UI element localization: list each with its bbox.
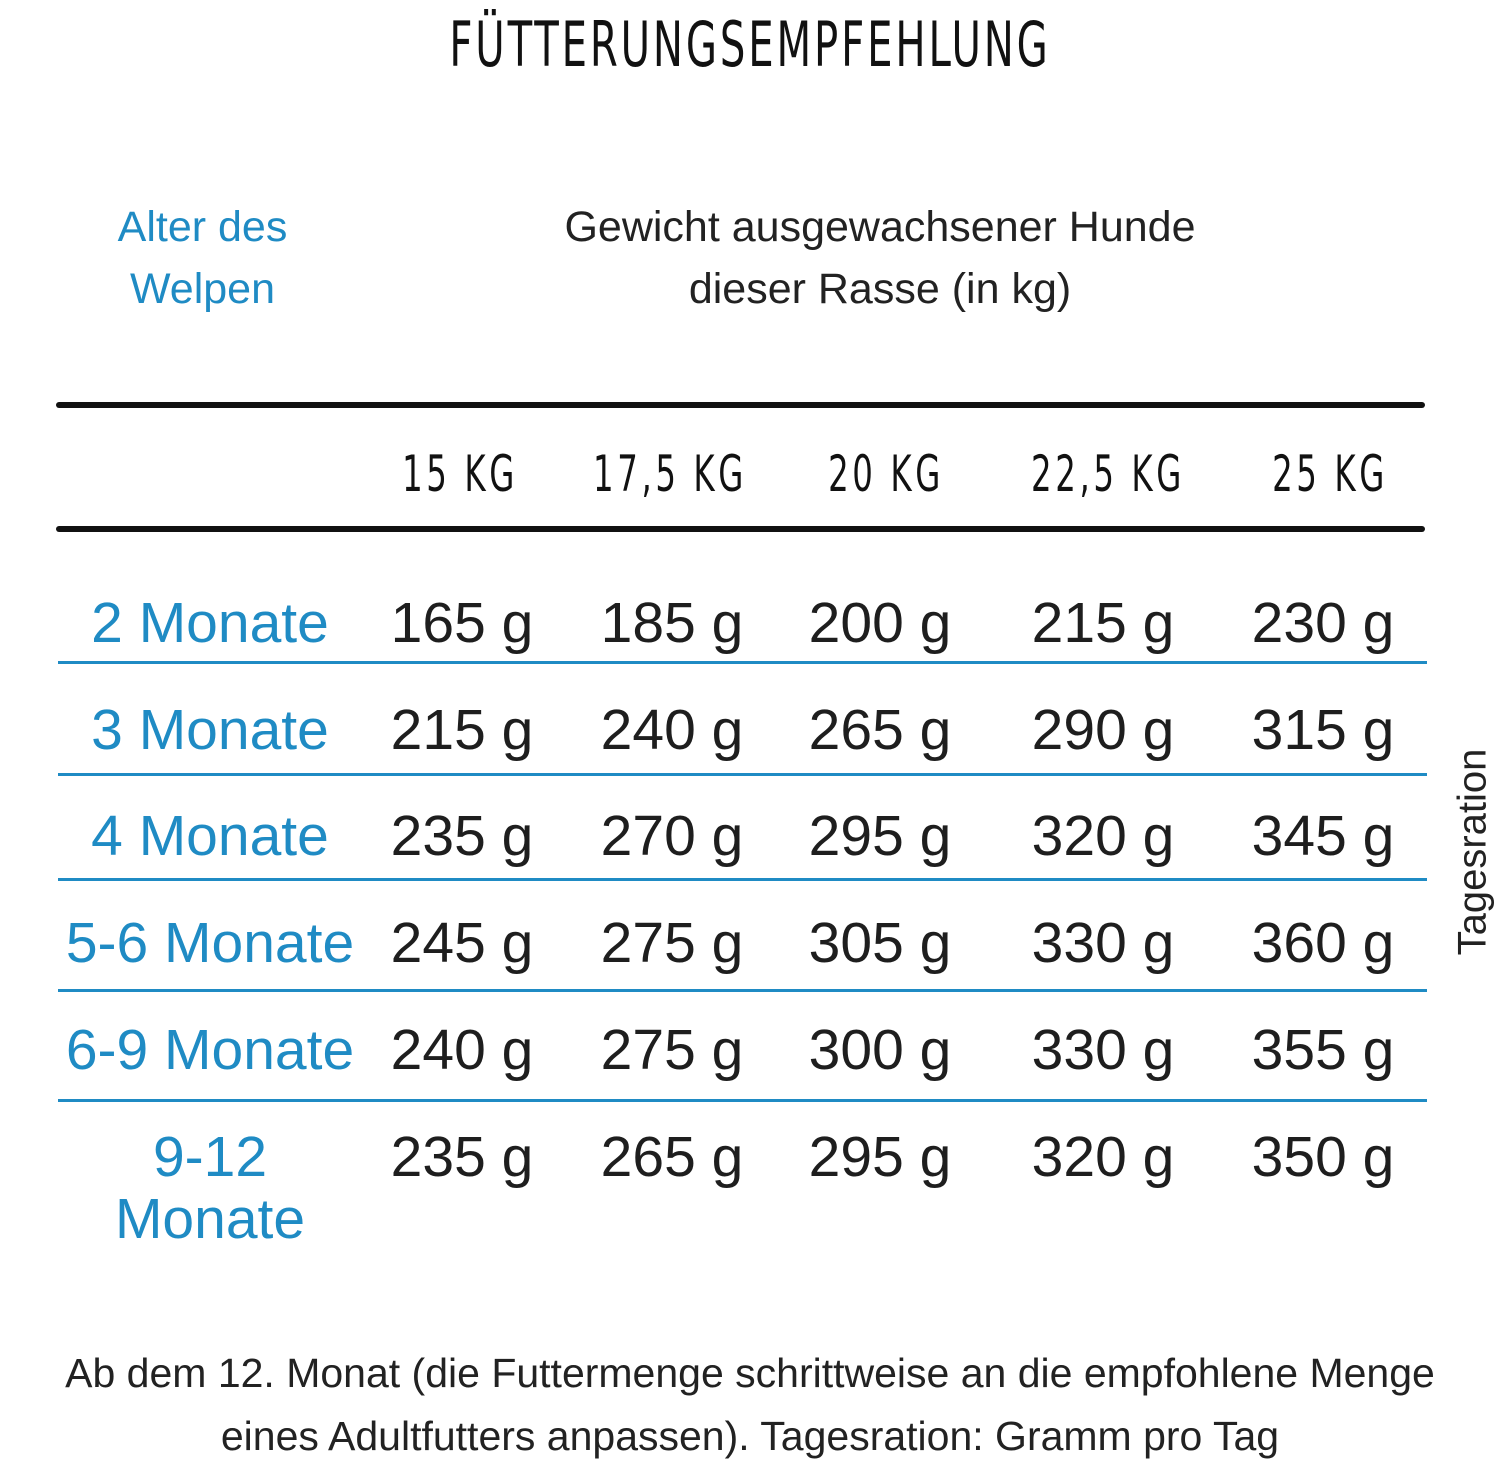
age-column-header: Alter des Welpen [60, 196, 345, 320]
table-cell: 275 g [600, 1018, 744, 1082]
table-cell: 290 g [1031, 698, 1175, 762]
table-row: 5-6 Monate 245 g 275 g 305 g 330 g 360 g [0, 886, 1500, 992]
row-age-label: 9-12 Monate [114, 1125, 306, 1251]
row-age-label: 3 Monate [91, 698, 329, 762]
table-row: 2 Monate 165 g 185 g 200 g 215 g 230 g [0, 566, 1500, 672]
row-age-label: 5-6 Monate [65, 911, 355, 975]
row-age-label: 6-9 Monate [65, 1018, 355, 1082]
table-cell: 320 g [1031, 1125, 1175, 1189]
table-cell: 200 g [808, 591, 952, 655]
weight-column-label-20: 20 KG [828, 445, 944, 503]
table-cell: 240 g [390, 1018, 534, 1082]
table-cell: 305 g [808, 911, 952, 975]
page-title: FÜTTERUNGSEMPFEHLUNG [449, 8, 1051, 81]
table-cell: 315 g [1251, 698, 1395, 762]
table-cell: 295 g [808, 1125, 952, 1189]
table-cell: 275 g [600, 911, 744, 975]
weight-header-line-2: dieser Rasse (in kg) [688, 265, 1072, 313]
table-header-rule [56, 526, 1425, 532]
footnote: Ab dem 12. Monat (die Futtermenge schrit… [0, 1342, 1500, 1468]
weight-column-label-25: 25 KG [1272, 445, 1388, 503]
table-cell: 300 g [808, 1018, 952, 1082]
age-header-line-1: Alter des [117, 203, 288, 251]
age-header-line-2: Welpen [129, 265, 276, 313]
table-cell: 350 g [1251, 1125, 1395, 1189]
table-cell: 230 g [1251, 591, 1395, 655]
table-cell: 245 g [390, 911, 534, 975]
table-cell: 235 g [390, 804, 534, 868]
daily-ration-side-label: Tagesration [1450, 748, 1495, 956]
weight-column-label-17-5: 17,5 KG [593, 445, 747, 503]
weight-column-label-15: 15 KG [402, 445, 518, 503]
table-row: 9-12 Monate 235 g 265 g 295 g 320 g 350 … [0, 1100, 1500, 1250]
table-cell: 165 g [390, 591, 534, 655]
row-divider [58, 1099, 1427, 1102]
table-cell: 345 g [1251, 804, 1395, 868]
row-age-label: 4 Monate [91, 804, 329, 868]
footnote-line-1: Ab dem 12. Monat (die Futtermenge schrit… [65, 1350, 1435, 1396]
table-cell: 320 g [1031, 804, 1175, 868]
table-row: 6-9 Monate 240 g 275 g 300 g 330 g 355 g [0, 993, 1500, 1099]
table-cell: 215 g [390, 698, 534, 762]
footnote-line-2: eines Adultfutters anpassen). Tagesratio… [220, 1413, 1280, 1459]
row-divider [58, 989, 1427, 992]
table-cell: 270 g [600, 804, 744, 868]
weight-column-label-22-5: 22,5 KG [1031, 445, 1185, 503]
table-top-rule [56, 402, 1425, 408]
table-cell: 330 g [1031, 911, 1175, 975]
table-row: 4 Monate 235 g 270 g 295 g 320 g 345 g [0, 779, 1500, 885]
table-cell: 240 g [600, 698, 744, 762]
table-row: 3 Monate 215 g 240 g 265 g 290 g 315 g [0, 673, 1500, 779]
weight-column-header: Gewicht ausgewachsener Hunde dieser Rass… [500, 196, 1260, 320]
table-cell: 185 g [600, 591, 744, 655]
table-cell: 215 g [1031, 591, 1175, 655]
weight-header-line-1: Gewicht ausgewachsener Hunde [564, 203, 1196, 251]
row-divider [58, 878, 1427, 881]
row-age-label: 2 Monate [91, 591, 329, 655]
row-divider [58, 661, 1427, 664]
table-cell: 265 g [808, 698, 952, 762]
table-cell: 265 g [600, 1125, 744, 1189]
table-cell: 355 g [1251, 1018, 1395, 1082]
row-divider [58, 773, 1427, 776]
table-cell: 360 g [1251, 911, 1395, 975]
table-cell: 295 g [808, 804, 952, 868]
table-cell: 235 g [390, 1125, 534, 1189]
table-cell: 330 g [1031, 1018, 1175, 1082]
